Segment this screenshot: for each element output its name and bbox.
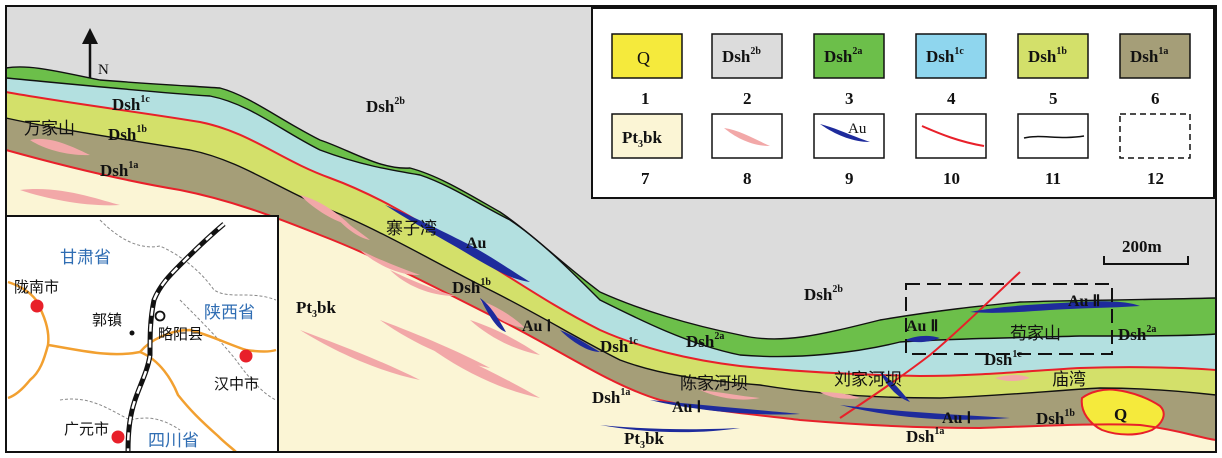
legend-item-9: Au 9 bbox=[813, 113, 885, 188]
label-dsh1a-right: Dsh1a bbox=[906, 426, 944, 446]
au-label-zhaiziwan: Au bbox=[466, 235, 487, 252]
label-dsh2a-mid: Dsh2a bbox=[686, 331, 724, 351]
place-zhaiziwan: 寨子湾 bbox=[386, 219, 437, 239]
svg-text:4: 4 bbox=[947, 89, 956, 108]
place-chenjiaheba: 陈家河坝 bbox=[680, 374, 748, 394]
province-sichuan: 四川省 bbox=[148, 431, 199, 451]
city-marker-longnan bbox=[30, 299, 44, 313]
svg-text:10: 10 bbox=[943, 169, 960, 188]
label-pt3bk-mid: Pt3bk bbox=[296, 298, 337, 320]
svg-text:Dsh1c: Dsh1c bbox=[926, 46, 964, 66]
ore-bodies bbox=[385, 205, 1140, 433]
city-longnan: 陇南市 bbox=[14, 278, 59, 296]
au-label-1-right: Au Ⅰ bbox=[942, 410, 971, 427]
svg-text:9: 9 bbox=[845, 169, 854, 188]
label-q: Q bbox=[1114, 405, 1127, 424]
north-label: N bbox=[98, 62, 109, 78]
boundary-1b-1a bbox=[5, 117, 1217, 399]
legend-item-1: Q 1 bbox=[611, 33, 683, 108]
legend-panel: Q 1 Dsh2b 2 Dsh2a 3 Dsh1c 4 Dsh1b 5 Dsh1… bbox=[591, 7, 1215, 199]
label-dsh1a-left: Dsh1a bbox=[100, 160, 138, 180]
label-dsh1c-left: Dsh1c bbox=[112, 94, 150, 114]
label-dsh2b-top: Dsh2b bbox=[366, 96, 405, 116]
city-marker-guangyuan bbox=[111, 430, 125, 444]
red-boundaries bbox=[5, 91, 1217, 441]
svg-text:Dsh1a: Dsh1a bbox=[1130, 46, 1168, 66]
au-label-1-upper: Au Ⅰ bbox=[522, 318, 551, 335]
legend-item-5: Dsh1b 5 bbox=[1017, 33, 1089, 108]
svg-text:7: 7 bbox=[641, 169, 650, 188]
stratigraphic-boundaries bbox=[5, 66, 1217, 399]
study-area-box bbox=[905, 283, 1113, 355]
legend-item-6: Dsh1a 6 bbox=[1119, 33, 1191, 108]
legend-item-11: 11 bbox=[1017, 113, 1089, 188]
label-dsh1b-mid: Dsh1b bbox=[452, 277, 491, 297]
svg-text:Dsh1b: Dsh1b bbox=[1028, 46, 1067, 66]
label-dsh1b-left: Dsh1b bbox=[108, 124, 147, 144]
svg-text:8: 8 bbox=[743, 169, 752, 188]
place-wanjiashan: 万家山 bbox=[24, 119, 75, 139]
province-gansu: 甘肃省 bbox=[60, 248, 111, 268]
unit-q-area bbox=[1080, 388, 1165, 436]
province-shaanxi: 陕西省 bbox=[204, 303, 255, 323]
label-dsh1b-right: Dsh1b bbox=[1036, 408, 1075, 428]
city-guangyuan: 广元市 bbox=[64, 420, 109, 438]
legend-item-10: 10 bbox=[915, 113, 987, 188]
svg-text:1: 1 bbox=[641, 89, 650, 108]
place-miaowan: 庙湾 bbox=[1052, 370, 1086, 390]
county-marker-lueyang bbox=[154, 310, 166, 322]
unit-pt3bk-area bbox=[6, 150, 1216, 452]
boundary-2a-1c bbox=[5, 77, 1217, 358]
unit-dsh1b-area bbox=[6, 92, 1216, 398]
svg-text:6: 6 bbox=[1151, 89, 1160, 108]
svg-text:12: 12 bbox=[1147, 169, 1164, 188]
place-liujiaheba: 刘家河坝 bbox=[834, 370, 902, 390]
label-dsh2b-right: Dsh2b bbox=[804, 284, 843, 304]
city-marker-hanzhong bbox=[239, 349, 253, 363]
north-arrow-icon bbox=[82, 28, 98, 44]
legend-item-7: Pt3bk 7 bbox=[611, 113, 683, 188]
au-label-2-left: Au Ⅱ bbox=[906, 318, 938, 335]
place-goujiashan: 苟家山 bbox=[1010, 324, 1061, 344]
boundary-1a-pt bbox=[5, 149, 1217, 441]
legend-item-4: Dsh1c 4 bbox=[915, 33, 987, 108]
map-frame bbox=[5, 5, 1217, 453]
boundary-1c-1b bbox=[5, 91, 1217, 378]
au-label-2-right: Au Ⅱ bbox=[1068, 293, 1100, 310]
scale-bar: 200m bbox=[1103, 237, 1189, 265]
unit-dsh2a-area bbox=[6, 66, 1216, 357]
svg-text:5: 5 bbox=[1049, 89, 1058, 108]
pink-lenses bbox=[20, 138, 1030, 400]
scale-label: 200m bbox=[1122, 237, 1162, 256]
label-dsh1c-mid: Dsh1c bbox=[600, 336, 638, 356]
au-label-1-lower: Au Ⅰ bbox=[672, 399, 701, 416]
svg-text:Pt3bk: Pt3bk bbox=[622, 128, 663, 150]
svg-text:Q: Q bbox=[637, 48, 650, 68]
svg-text:Dsh2b: Dsh2b bbox=[722, 46, 761, 66]
label-dsh1a-mid: Dsh1a bbox=[592, 387, 630, 407]
location-inset: 甘肃省 陕西省 四川省 陇南市 郭镇 略阳县 汉中市 广元市 bbox=[5, 215, 279, 453]
svg-text:Dsh2a: Dsh2a bbox=[824, 46, 862, 66]
north-arrow: N bbox=[82, 28, 109, 78]
label-dsh1c-right: Dsh1c bbox=[984, 349, 1022, 369]
legend-item-3: Dsh2a 3 bbox=[813, 33, 885, 108]
town-guozhen: 郭镇 bbox=[92, 311, 122, 329]
city-hanzhong: 汉中市 bbox=[214, 375, 259, 393]
svg-text:11: 11 bbox=[1045, 169, 1061, 188]
svg-text:2: 2 bbox=[743, 89, 752, 108]
fault-line bbox=[839, 271, 1021, 419]
label-pt3bk-bottom: Pt3bk bbox=[624, 429, 665, 451]
legend-item-12: 12 bbox=[1119, 113, 1191, 188]
label-dsh2a-right: Dsh2a bbox=[1118, 324, 1156, 344]
legend-item-8: 8 bbox=[711, 113, 783, 188]
unit-dsh1c-area bbox=[6, 78, 1216, 376]
legend-item-2: Dsh2b 2 bbox=[711, 33, 783, 108]
town-marker-guozhen bbox=[129, 330, 135, 336]
svg-text:Au: Au bbox=[848, 121, 867, 137]
county-lueyang: 略阳县 bbox=[158, 325, 203, 343]
svg-text:3: 3 bbox=[845, 89, 854, 108]
